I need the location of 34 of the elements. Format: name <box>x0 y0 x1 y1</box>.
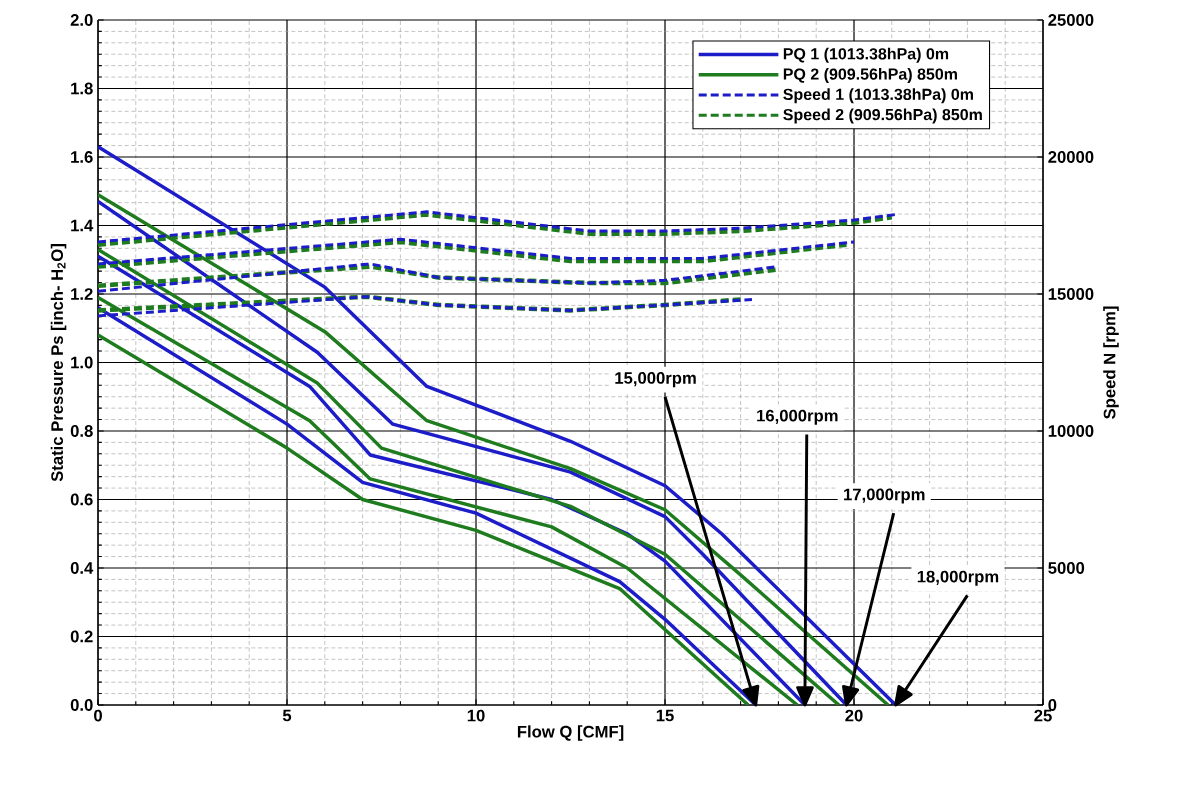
y-tick-label: 1.4 <box>71 219 94 232</box>
y-tick-label: 0.6 <box>70 493 93 506</box>
y-tick-label: 0.8 <box>70 425 93 437</box>
y-tick-label: 1.0 <box>71 356 93 369</box>
legend-label: PQ 1 (1013.38hPa) 0m <box>783 47 949 63</box>
legend-label: Speed 1 (1013.38hPa) 0m <box>783 88 973 104</box>
y2-tick-label: 15000 <box>1048 288 1094 300</box>
y-tick-label: 0.4 <box>70 562 94 574</box>
annotation: 18,000rpm <box>917 570 999 586</box>
x-tick-label: 20 <box>845 709 863 722</box>
y2-tick-label: 10000 <box>1048 425 1094 437</box>
y-tick-label: 0.0 <box>70 699 93 711</box>
legend-label: Speed 2 (909.56hPa) 850m <box>783 108 982 124</box>
x-tick-label: 25 <box>1034 709 1052 722</box>
legend-label: PQ 2 (909.56hPa) 850m <box>783 68 957 83</box>
y-tick-label: 1.2 <box>71 288 93 300</box>
x-tick-label: 5 <box>282 709 292 722</box>
y-axis-title: Static Pressure Ps [inch- H$_{2}$O] <box>50 244 67 482</box>
x-axis-title: Flow Q [CMF] <box>517 725 624 741</box>
y2-tick-label: 5000 <box>1048 562 1085 574</box>
y-tick-label: 2.0 <box>70 14 93 26</box>
x-tick-label: 0 <box>94 709 102 722</box>
y-tick-label: 1.6 <box>71 151 93 163</box>
x-tick-label: 15 <box>656 709 674 722</box>
x-tick-label: 10 <box>467 709 485 722</box>
y2-tick-label: 20000 <box>1048 151 1094 163</box>
annotation: 17,000rpm <box>844 488 925 504</box>
y2-tick-label: 25000 <box>1048 14 1094 26</box>
annotation: 16,000rpm <box>757 409 838 425</box>
y2-axis-title: Speed N [rpm] <box>1103 306 1119 419</box>
annotation: 15,000rpm <box>615 372 696 388</box>
y2-tick-label: 0 <box>1048 699 1057 711</box>
y-tick-label: 1.8 <box>71 82 93 95</box>
y-tick-label: 0.2 <box>70 630 93 643</box>
